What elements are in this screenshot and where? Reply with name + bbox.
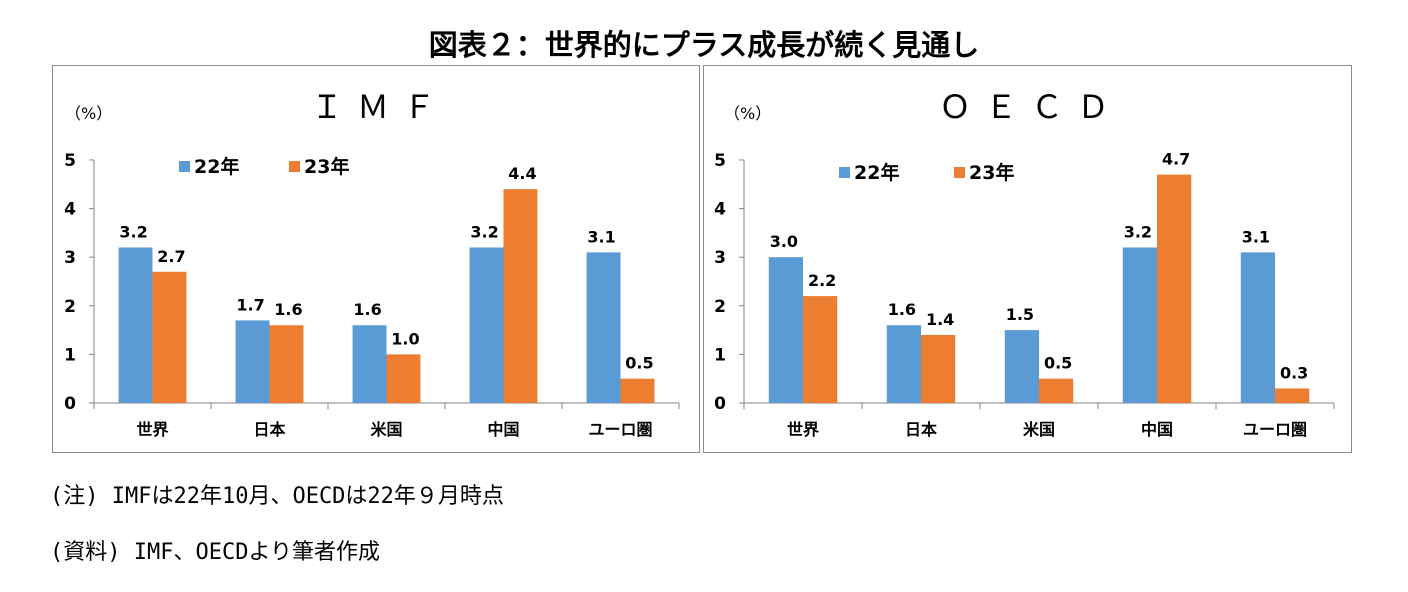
legend-label: 23年 [304, 155, 349, 178]
chart-panel-oecd: ＯＥＣＤ （%） 0 1 2 3 4 5 3.0 2.2 世界 1.6 1.4 日本 1.5 0.5 米国 3.2… [703, 65, 1352, 453]
category-label: 中国 [487, 420, 519, 439]
data-label: 0.5 [625, 354, 653, 373]
bar-23年 [1157, 174, 1192, 403]
y-tick-label: 0 [714, 394, 726, 414]
legend-label: 22年 [854, 161, 899, 184]
legend-label: 22年 [194, 155, 239, 178]
data-label: 3.1 [587, 227, 615, 246]
data-label: 1.7 [236, 295, 264, 314]
y-tick-label: 2 [64, 297, 76, 317]
data-label: 1.4 [926, 310, 954, 329]
bar-22年 [352, 325, 387, 403]
data-label: 1.5 [1006, 305, 1034, 324]
bar-23年 [386, 354, 421, 403]
bar-23年 [152, 271, 187, 403]
category-label: 日本 [905, 420, 937, 439]
chart-panel-imf: ＩＭＦ （%） 0 1 2 3 4 5 3.2 2.7 世界 1.7 1.6 日本 1.6 1.0 米国 3.2 4… [52, 65, 700, 453]
bar-23年 [503, 189, 538, 403]
bar-22年 [118, 247, 153, 403]
y-tick-label: 0 [64, 394, 76, 414]
y-tick-label: 1 [714, 345, 726, 365]
legend-swatch [289, 161, 300, 172]
data-label: 2.7 [157, 247, 185, 266]
bar-22年 [1240, 252, 1275, 403]
y-tick-label: 4 [64, 200, 76, 220]
data-label: 3.2 [119, 222, 147, 241]
data-label: 1.6 [353, 300, 381, 319]
bar-22年 [469, 247, 504, 403]
bar-23年 [269, 325, 304, 403]
category-label: 世界 [136, 420, 168, 439]
category-label: 米国 [370, 420, 402, 439]
y-unit-label: （%） [65, 104, 112, 123]
y-tick-label: 3 [64, 248, 76, 268]
bar-23年 [1039, 378, 1074, 403]
data-label: 1.6 [274, 300, 302, 319]
data-label: 4.7 [1162, 150, 1190, 169]
category-label: 米国 [1023, 420, 1055, 439]
bar-22年 [1004, 330, 1039, 403]
category-label: 世界 [787, 420, 819, 439]
legend-swatch [179, 161, 190, 172]
data-label: 3.1 [1242, 227, 1270, 246]
category-label: 日本 [253, 420, 285, 439]
category-label: 中国 [1141, 420, 1173, 439]
y-tick-label: 4 [714, 200, 726, 220]
legend-label: 23年 [969, 161, 1014, 184]
data-label: 2.2 [808, 271, 836, 290]
bar-23年 [921, 334, 956, 403]
data-label: 3.2 [1124, 222, 1152, 241]
imf-chart: ＩＭＦ （%） 0 1 2 3 4 5 3.2 2.7 世界 1.7 1.6 日本 1.6 1.0 米国 3.2 4… [64, 88, 680, 439]
y-tick-label: 3 [714, 248, 726, 268]
bar-23年 [1275, 388, 1310, 403]
chart-title: ＩＭＦ [311, 88, 449, 126]
data-label: 1.6 [888, 300, 916, 319]
source-text: (資料) IMF、OECDより筆者作成 [50, 540, 381, 565]
data-label: 4.4 [508, 164, 536, 183]
y-tick-label: 5 [714, 151, 726, 171]
note-text: (注) IMFは22年10月、OECDは22年９月時点 [50, 484, 504, 509]
legend-swatch [839, 167, 850, 178]
legend-swatch [954, 167, 965, 178]
y-tick-label: 5 [64, 151, 76, 171]
y-tick-label: 1 [64, 345, 76, 365]
oecd-chart: ＯＥＣＤ （%） 0 1 2 3 4 5 3.0 2.2 世界 1.6 1.4 日本 1.5 0.5 米国 3.2… [714, 88, 1335, 439]
bar-22年 [768, 257, 803, 403]
chart-title: ＯＥＣＤ [939, 88, 1123, 126]
data-label: 3.0 [770, 232, 798, 251]
category-label: ユーロ圏 [588, 420, 652, 439]
y-tick-label: 2 [714, 297, 726, 317]
data-label: 3.2 [470, 222, 498, 241]
bar-22年 [235, 320, 270, 403]
bar-23年 [803, 296, 838, 403]
bar-22年 [1122, 247, 1157, 403]
data-label: 0.3 [1280, 363, 1308, 382]
bar-23年 [620, 378, 655, 403]
figure-title: 図表２：世界的にプラス成長が続く見通し [428, 28, 980, 62]
data-label: 1.0 [391, 329, 419, 348]
bar-22年 [586, 252, 621, 403]
bar-22年 [886, 325, 921, 403]
y-unit-label: （%） [724, 104, 771, 123]
category-label: ユーロ圏 [1243, 420, 1307, 439]
data-label: 0.5 [1044, 354, 1072, 373]
